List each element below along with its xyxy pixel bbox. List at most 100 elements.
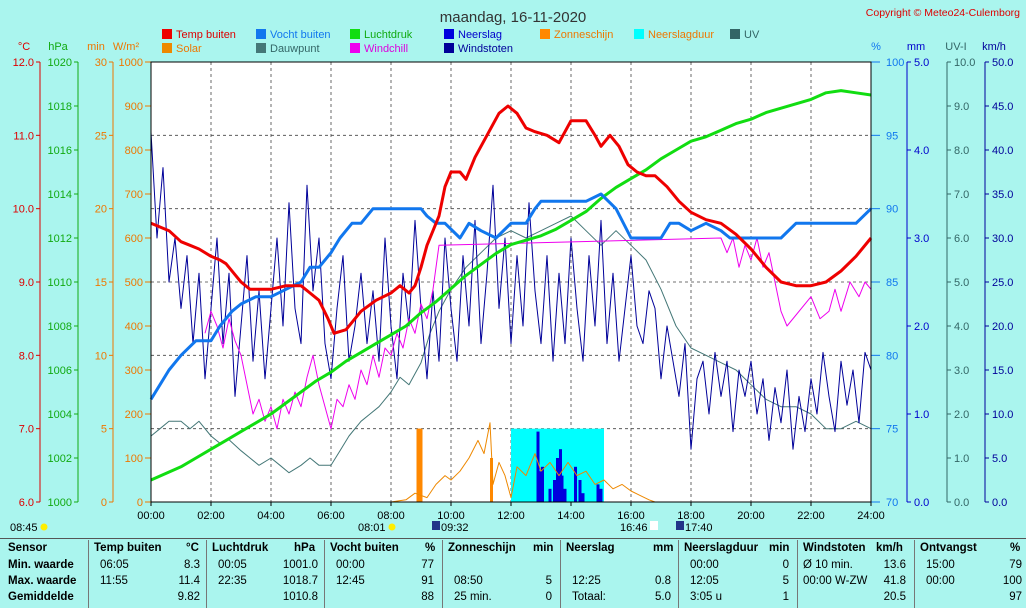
table-separator bbox=[0, 538, 1026, 539]
solar-tick-label: 200 bbox=[125, 409, 143, 421]
solar-line bbox=[390, 422, 656, 503]
stats-header-row: Sensor Temp buiten °C Luchtdruk hPa Voch… bbox=[0, 542, 1026, 558]
solar-tick-label: 800 bbox=[125, 145, 143, 157]
humidity-tick-label: 70 bbox=[886, 497, 898, 509]
temp-tick-label: 8.0 bbox=[19, 350, 34, 362]
solar-tick-label: 0 bbox=[137, 497, 143, 509]
rain-bar bbox=[556, 458, 559, 502]
stats-cell-recv_v: 97 bbox=[1009, 591, 1022, 603]
sunshine-bar bbox=[419, 428, 423, 502]
col-divider bbox=[206, 540, 207, 608]
legend-label: Neerslagduur bbox=[648, 29, 714, 41]
wind-tick-label: 45.0 bbox=[992, 101, 1013, 113]
solar-tick-label: 400 bbox=[125, 321, 143, 333]
moonset-label: 17:40 bbox=[685, 522, 713, 534]
x-tick-label: 14:00 bbox=[557, 510, 585, 522]
stats-cell-rain_t: Totaal: bbox=[572, 591, 606, 603]
x-tick-label: 04:00 bbox=[257, 510, 285, 522]
sun_min-tick-label: 30 bbox=[95, 57, 107, 69]
stats-cell-wind_v: 13.6 bbox=[883, 559, 906, 571]
legend-swatch bbox=[256, 43, 266, 53]
stats-cell-wind_v: 41.8 bbox=[883, 575, 906, 587]
stats-cell-recv_t: 00:00 bbox=[926, 575, 955, 587]
x-tick-label: 06:00 bbox=[317, 510, 345, 522]
hdr-hum: Vocht buiten bbox=[330, 542, 399, 554]
rain-tick-label: 5.0 bbox=[914, 57, 929, 69]
hdr-temp-unit: °C bbox=[186, 542, 199, 554]
legend: Temp buiten Vocht buiten Luchtdruk Neerslag… bbox=[162, 29, 760, 55]
wind-tick-label: 35.0 bbox=[992, 189, 1013, 201]
wind-tick-label: 25.0 bbox=[992, 277, 1013, 289]
stats-cell-label: Min. waarde bbox=[8, 559, 74, 571]
rain-tick-label: 2.0 bbox=[914, 321, 929, 333]
rain-bar bbox=[599, 488, 603, 502]
sunshine-bar bbox=[490, 458, 493, 502]
hdr-wind-unit: km/h bbox=[876, 542, 903, 554]
legend-label: Luchtdruk bbox=[364, 29, 413, 41]
sun-icon bbox=[40, 523, 48, 531]
legend-label: Vocht buiten bbox=[270, 29, 331, 41]
sun_min-tick-label: 20 bbox=[95, 204, 107, 216]
uv-tick-label: 6.0 bbox=[954, 233, 969, 245]
temp-tick-label: 6.0 bbox=[19, 497, 34, 509]
stats-cell-raindur_v: 0 bbox=[782, 559, 789, 571]
stats-cell-rain_v: 0.8 bbox=[655, 575, 671, 587]
pressure-line bbox=[150, 89, 872, 482]
hdr-raindur: Neerslagduur bbox=[684, 542, 759, 554]
sun_min-tick-label: 25 bbox=[95, 130, 107, 142]
x-tick-label: 16:00 bbox=[617, 510, 645, 522]
stats-cell-press_t: 22:35 bbox=[218, 575, 247, 587]
humidity-axis-unit: % bbox=[871, 41, 881, 53]
temp-axis-unit: °C bbox=[18, 41, 30, 53]
legend-label: Windstoten bbox=[458, 43, 513, 55]
humidity-tick-label: 80 bbox=[886, 350, 898, 362]
uv-tick-label: 4.0 bbox=[954, 321, 969, 333]
rain-bar bbox=[574, 466, 577, 502]
humidity-tick-label: 75 bbox=[886, 424, 898, 436]
temp-tick-label: 11.0 bbox=[13, 130, 34, 142]
stats-cell-raindur_t: 12:05 bbox=[690, 575, 719, 587]
rain-bar bbox=[536, 431, 540, 502]
stats-cell-wind_t: 00:00 W-ZW bbox=[803, 575, 868, 587]
hdr-press-unit: hPa bbox=[294, 542, 316, 554]
uv-tick-label: 5.0 bbox=[954, 277, 969, 289]
stats-cell-temp_t: 11:55 bbox=[100, 575, 128, 587]
col-divider bbox=[914, 540, 915, 608]
rain-tick-label: 1.0 bbox=[914, 409, 929, 421]
daylength-label: 08:45 bbox=[10, 522, 38, 534]
sun_min-tick-label: 0 bbox=[101, 497, 107, 509]
solar-tick-label: 600 bbox=[125, 233, 143, 245]
rain-bar bbox=[548, 488, 552, 502]
stats-cell-hum_v: 91 bbox=[421, 575, 434, 587]
hdr-recv: Ontvangst bbox=[920, 542, 977, 554]
stats-cell-raindur_v: 5 bbox=[782, 575, 789, 587]
x-tick-label: 18:00 bbox=[677, 510, 705, 522]
uv-tick-label: 9.0 bbox=[954, 101, 969, 113]
x-tick-label: 08:00 bbox=[377, 510, 405, 522]
col-divider bbox=[324, 540, 325, 608]
legend-label: Temp buiten bbox=[176, 29, 236, 41]
wind-tick-label: 5.0 bbox=[992, 453, 1007, 465]
legend-swatch bbox=[634, 29, 644, 39]
legend-label: Dauwpunt bbox=[270, 43, 320, 55]
hdr-raindur-unit: min bbox=[769, 542, 790, 554]
moonrise-icon bbox=[432, 521, 440, 530]
x-tick-label: 10:00 bbox=[437, 510, 465, 522]
hdr-sun-unit: min bbox=[533, 542, 554, 554]
rain-tick-label: 0.0 bbox=[914, 497, 929, 509]
sun-events: 08:45 08:01 09:32 16:46 17:40 bbox=[10, 521, 713, 534]
wind-tick-label: 20.0 bbox=[992, 321, 1013, 333]
stats-cell-recv_t: 15:00 bbox=[926, 559, 955, 571]
x-tick-label: 12:00 bbox=[497, 510, 525, 522]
x-tick-label: 22:00 bbox=[797, 510, 825, 522]
humidity-line bbox=[149, 192, 873, 401]
wind-tick-label: 50.0 bbox=[992, 57, 1013, 69]
legend-label: Zonneschijn bbox=[554, 29, 613, 41]
uv-tick-label: 8.0 bbox=[954, 145, 969, 157]
sunrise-label: 08:01 bbox=[358, 522, 386, 534]
stats-cell-temp_v: 11.4 bbox=[178, 575, 200, 587]
stats-row: Gemiddelde 9.82 1010.8 88 25 min. 0 Totaal: 5.0… bbox=[0, 591, 1026, 607]
legend-label: Solar bbox=[176, 43, 202, 55]
legend-swatch bbox=[162, 43, 172, 53]
stats-cell-sun_v: 0 bbox=[545, 591, 552, 603]
